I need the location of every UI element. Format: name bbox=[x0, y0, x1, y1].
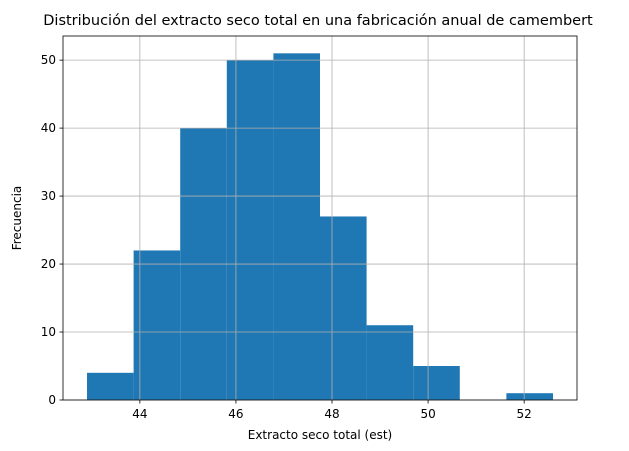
histogram-bar bbox=[506, 393, 553, 400]
histogram-bar bbox=[226, 60, 274, 401]
y-axis-ticks: 0 10 20 30 40 50 bbox=[41, 53, 63, 407]
histogram-bar bbox=[87, 372, 134, 400]
histogram-bar bbox=[320, 216, 367, 400]
grid-lines bbox=[63, 36, 577, 401]
histogram-bar bbox=[133, 250, 181, 400]
y-tick-label: 10 bbox=[41, 325, 56, 339]
x-tick-label: 50 bbox=[420, 407, 435, 421]
x-axis-label: Extracto seco total (est) bbox=[248, 428, 392, 442]
chart-title: Distribución del extracto seco total en … bbox=[43, 13, 593, 29]
x-tick-label: 44 bbox=[132, 407, 147, 421]
histogram-bar bbox=[366, 325, 414, 400]
y-tick-label: 0 bbox=[48, 393, 56, 407]
y-tick-label: 30 bbox=[41, 189, 56, 203]
y-axis-label: Frecuencia bbox=[10, 186, 24, 251]
x-axis-ticks: 44 46 48 50 52 bbox=[132, 400, 532, 421]
y-tick-label: 40 bbox=[41, 121, 56, 135]
x-tick-label: 48 bbox=[324, 407, 339, 421]
histogram-bar bbox=[273, 53, 320, 400]
y-tick-label: 50 bbox=[41, 53, 56, 67]
y-tick-label: 20 bbox=[41, 257, 56, 271]
histogram-bar bbox=[413, 366, 460, 400]
histogram-bars bbox=[87, 53, 553, 401]
x-tick-label: 52 bbox=[517, 407, 532, 421]
x-tick-label: 46 bbox=[228, 407, 243, 421]
plot-frame bbox=[62, 35, 578, 401]
